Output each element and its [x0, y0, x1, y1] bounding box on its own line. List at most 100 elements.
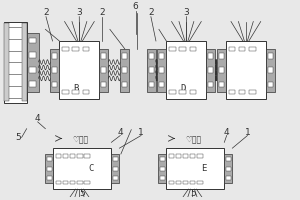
Bar	[160, 176, 164, 180]
Text: ♡插入: ♡插入	[185, 135, 201, 144]
Bar	[72, 47, 79, 51]
Text: 2: 2	[99, 8, 105, 17]
Bar	[160, 157, 164, 161]
Bar	[226, 167, 230, 171]
Text: 1: 1	[138, 128, 144, 137]
Bar	[47, 167, 52, 171]
Bar	[70, 181, 75, 184]
Bar	[113, 176, 118, 180]
Bar	[176, 181, 181, 184]
Bar	[59, 41, 100, 99]
Text: 5: 5	[190, 189, 196, 198]
Bar	[84, 154, 90, 158]
Bar	[122, 53, 127, 59]
Bar	[166, 148, 224, 189]
Bar	[226, 41, 266, 99]
Bar	[149, 53, 154, 59]
Bar	[217, 49, 226, 92]
Text: 4: 4	[118, 128, 123, 137]
Text: 4: 4	[224, 128, 230, 137]
Bar	[190, 90, 196, 94]
Bar	[52, 82, 57, 87]
Bar	[160, 167, 164, 171]
Bar	[166, 41, 206, 99]
Bar	[268, 82, 273, 87]
Bar	[159, 67, 164, 73]
Bar	[158, 154, 166, 183]
Bar	[159, 53, 164, 59]
Bar	[208, 53, 213, 59]
Bar	[190, 154, 196, 158]
Text: C: C	[88, 164, 94, 173]
Bar	[197, 181, 202, 184]
Bar	[101, 82, 106, 87]
Bar	[84, 181, 90, 184]
Bar	[56, 154, 61, 158]
Text: 4: 4	[35, 114, 41, 123]
Text: E: E	[201, 164, 207, 173]
Text: 3: 3	[184, 8, 189, 17]
Bar	[239, 47, 245, 51]
Bar	[4, 23, 9, 101]
Bar	[268, 53, 273, 59]
Bar	[206, 49, 215, 92]
Bar	[29, 67, 36, 73]
Bar	[224, 154, 232, 183]
Bar	[56, 181, 61, 184]
Bar	[159, 82, 164, 87]
Bar	[229, 47, 235, 51]
Bar	[176, 154, 181, 158]
Bar	[169, 47, 176, 51]
Bar	[122, 67, 127, 73]
Bar	[239, 90, 245, 94]
Text: 3: 3	[76, 8, 82, 17]
Bar	[268, 67, 273, 73]
Bar	[53, 148, 111, 189]
Bar	[179, 47, 186, 51]
Bar	[27, 33, 38, 92]
Bar	[197, 154, 202, 158]
Bar	[179, 90, 186, 94]
Bar	[29, 52, 36, 58]
Bar	[229, 90, 235, 94]
Text: ♡插入: ♡插入	[72, 135, 88, 144]
Text: 1: 1	[244, 128, 250, 137]
Bar	[190, 47, 196, 51]
Bar	[29, 81, 36, 87]
Bar	[219, 67, 224, 73]
Bar	[120, 49, 129, 92]
Bar	[77, 154, 83, 158]
Bar	[47, 176, 52, 180]
Bar	[113, 157, 118, 161]
Text: D: D	[181, 84, 186, 93]
Bar	[50, 49, 59, 92]
Bar	[62, 90, 69, 94]
Bar	[111, 154, 119, 183]
Text: B: B	[74, 84, 79, 93]
Bar	[219, 82, 224, 87]
Bar	[183, 154, 188, 158]
Bar	[45, 154, 53, 183]
Bar	[62, 47, 69, 51]
Bar	[208, 82, 213, 87]
Bar	[29, 38, 36, 43]
Bar	[169, 154, 174, 158]
Bar	[190, 181, 196, 184]
Bar	[122, 82, 127, 87]
Bar	[101, 53, 106, 59]
Bar	[4, 22, 27, 103]
Bar	[52, 67, 57, 73]
Bar	[226, 176, 230, 180]
Bar	[113, 167, 118, 171]
Bar	[52, 53, 57, 59]
Bar	[169, 181, 174, 184]
Bar	[63, 154, 68, 158]
Bar	[77, 181, 83, 184]
Bar	[226, 157, 230, 161]
Bar	[82, 47, 89, 51]
Bar	[70, 154, 75, 158]
Bar	[22, 23, 27, 101]
Bar	[72, 90, 79, 94]
Bar	[208, 67, 213, 73]
Bar	[101, 67, 106, 73]
